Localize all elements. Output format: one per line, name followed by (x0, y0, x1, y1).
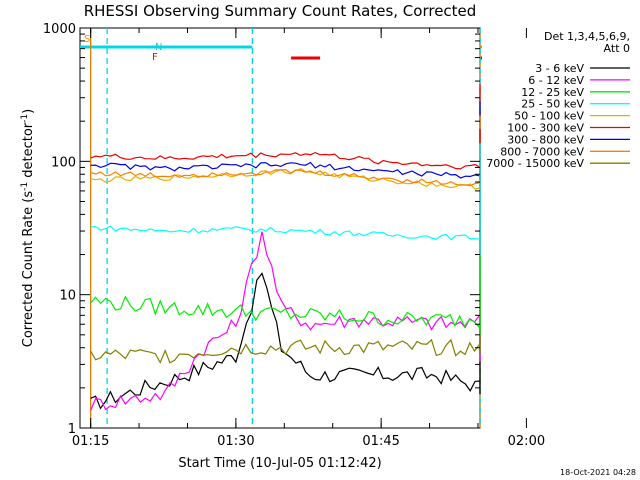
series-line (90, 196, 481, 332)
legend-label: 50 - 100 keV (514, 110, 584, 123)
y-tick-label: 10 (59, 289, 76, 304)
series-lines (90, 84, 481, 411)
y-axis-label-sup1: -1 (20, 182, 30, 191)
legend-label: 7000 - 15000 keV (486, 157, 584, 170)
series-line (90, 106, 481, 190)
flag-bar (80, 45, 253, 49)
series-line (90, 101, 481, 180)
x-tick-label: 02:00 (508, 434, 545, 449)
y-axis-label-mid: detector (21, 122, 36, 182)
legend-label: 800 - 7000 keV (500, 145, 584, 158)
legend-header-line1: Det 1,3,4,5,6,9, (544, 30, 630, 43)
timestamp: 18-Oct-2021 04:28 (560, 468, 636, 477)
flag-bar (480, 56, 482, 60)
chart-title: RHESSI Observing Summary Count Rates, Co… (84, 2, 477, 20)
legend-label: 12 - 25 keV (521, 86, 584, 99)
y-axis-label: Corrected Count Rate (s-1 detector-1) (20, 109, 36, 347)
y-tick-label: 100 (51, 155, 76, 170)
legend-header-line2: Att 0 (604, 42, 630, 55)
y-axis-label-end: ) (21, 109, 36, 114)
flag-label: F (152, 52, 158, 63)
series-line (90, 84, 481, 170)
legend-label: 100 - 300 keV (507, 122, 584, 135)
flag-bar (291, 56, 321, 60)
flag-bar (480, 45, 482, 49)
y-axis: 1 10 100 1000 (43, 22, 480, 437)
series-line (90, 181, 481, 411)
y-tick-label: 1 (68, 422, 76, 437)
flag-label: S (84, 34, 90, 45)
y-axis-label-sup2: -1 (20, 114, 30, 123)
y-tick-label: 1000 (43, 22, 76, 37)
legend-label: 6 - 12 keV (528, 74, 584, 87)
flag-bars (80, 45, 482, 60)
x-tick-label: 01:15 (72, 434, 109, 449)
series-line (90, 166, 481, 410)
legend-label: 25 - 50 keV (521, 98, 584, 111)
legend-label: 300 - 800 keV (507, 133, 584, 146)
legend-label: 3 - 6 keV (535, 62, 584, 75)
x-tick-label: 01:45 (362, 434, 399, 449)
x-tick-label: 01:30 (217, 434, 254, 449)
x-axis-label: Start Time (10-Jul-05 01:12:42) (178, 456, 381, 471)
